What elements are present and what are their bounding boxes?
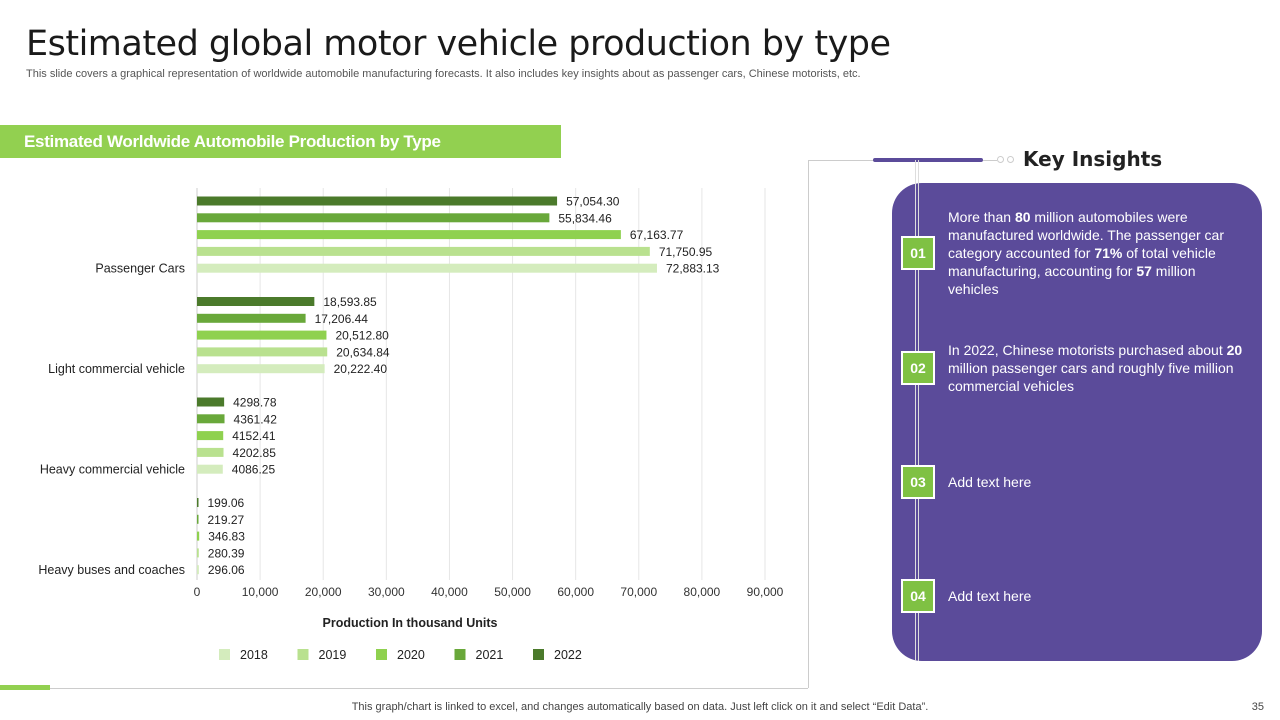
legend-swatch-2018 [219, 649, 230, 660]
x-tick-label: 10,000 [242, 585, 279, 599]
x-tick-label: 30,000 [368, 585, 405, 599]
insight-number-badge: 03 [901, 465, 935, 499]
data-label: 4361.42 [234, 412, 278, 426]
bar-2021 [197, 313, 306, 323]
timeline-line [915, 160, 919, 661]
bar-2019 [197, 548, 199, 558]
data-label: 71,750.95 [659, 245, 713, 259]
bar-2021 [197, 213, 550, 223]
x-tick-label: 0 [194, 585, 201, 599]
divider [808, 160, 878, 161]
page-number: 35 [1251, 701, 1264, 713]
x-tick-label: 60,000 [557, 585, 594, 599]
bar-2018 [197, 364, 325, 374]
insight-text: In 2022, Chinese motorists purchased abo… [948, 342, 1243, 394]
legend-label: 2019 [319, 648, 347, 662]
data-label: 4152.41 [232, 429, 276, 443]
x-tick-label: 70,000 [620, 585, 657, 599]
x-tick-label: 90,000 [747, 585, 784, 599]
connector [983, 159, 997, 161]
page-title: Estimated global motor vehicle productio… [26, 24, 891, 64]
legend-label: 2021 [476, 648, 504, 662]
insights-card [892, 183, 1262, 661]
data-label: 20,512.80 [335, 329, 389, 343]
data-label: 4202.85 [233, 446, 277, 460]
x-axis-title: Production In thousand Units [323, 616, 498, 630]
data-label: 18,593.85 [323, 295, 377, 309]
legend-swatch-2020 [376, 649, 387, 660]
divider [808, 160, 809, 688]
dot-icon [1007, 156, 1014, 163]
header-bar [873, 158, 983, 162]
data-label: 219.27 [208, 513, 245, 527]
data-label: 280.39 [208, 546, 245, 560]
legend-label: 2018 [240, 648, 268, 662]
data-label: 296.06 [208, 563, 245, 577]
bar-2019 [197, 246, 650, 256]
key-insights-title: Key Insights [1023, 147, 1163, 171]
bar-2021 [197, 514, 199, 524]
category-label: Heavy buses and coaches [38, 563, 185, 577]
bar-2020 [197, 230, 621, 240]
x-tick-label: 20,000 [305, 585, 342, 599]
bar-2020 [197, 531, 200, 541]
bar-2022 [197, 397, 225, 407]
x-tick-label: 50,000 [494, 585, 531, 599]
bar-2019 [197, 347, 328, 357]
legend-swatch-2021 [454, 649, 466, 660]
bar-2020 [197, 330, 327, 340]
bar-2022 [197, 196, 558, 206]
legend-label: 2022 [554, 648, 582, 662]
legend-swatch-2019 [297, 649, 309, 660]
data-label: 17,206.44 [315, 312, 369, 326]
insight-text: Add text here [948, 588, 1032, 604]
page-subtitle: This slide covers a graphical representa… [26, 68, 861, 80]
data-label: 57,054.30 [566, 195, 620, 209]
category-label: Passenger Cars [95, 262, 185, 276]
insight-text: Add text here [948, 474, 1032, 490]
data-label: 72,883.13 [666, 262, 720, 276]
data-label: 4086.25 [232, 463, 276, 477]
bar-2022 [197, 297, 315, 306]
bar-2019 [197, 447, 224, 457]
data-label: 199.06 [208, 496, 245, 510]
bar-2020 [197, 431, 224, 441]
bar-chart: 0 10,000 20,000 30,000 40,000 50,000 60,000 70,… [38, 188, 784, 662]
bar-2018 [197, 565, 199, 575]
bar-2018 [197, 263, 657, 273]
data-label: 346.83 [208, 530, 245, 544]
legend-swatch-2022 [533, 649, 544, 660]
bar-2022 [197, 498, 199, 507]
footer-note: This graph/chart is linked to excel, and… [351, 701, 929, 713]
legend-label: 2020 [397, 648, 425, 662]
accent-bar [0, 685, 50, 690]
x-tick-label: 80,000 [684, 585, 721, 599]
category-label: Heavy commercial vehicle [40, 463, 185, 477]
insight-number-badge: 02 [901, 351, 935, 385]
insight-text: More than 80 million automobiles were ma… [948, 209, 1225, 297]
insight-number-badge: 04 [901, 579, 935, 613]
category-label: Light commercial vehicle [48, 362, 185, 376]
bar-2018 [197, 464, 223, 474]
data-label: 20,222.40 [334, 362, 388, 376]
data-label: 20,634.84 [336, 345, 390, 359]
dot-icon [997, 156, 1004, 163]
x-tick-label: 40,000 [431, 585, 468, 599]
bar-2021 [197, 414, 225, 424]
divider [0, 688, 808, 689]
section-title: Estimated Worldwide Automobile Productio… [0, 125, 561, 158]
data-label: 55,834.46 [558, 211, 612, 225]
data-label: 4298.78 [233, 396, 277, 410]
insight-number-badge: 01 [901, 236, 935, 270]
data-label: 67,163.77 [630, 228, 684, 242]
